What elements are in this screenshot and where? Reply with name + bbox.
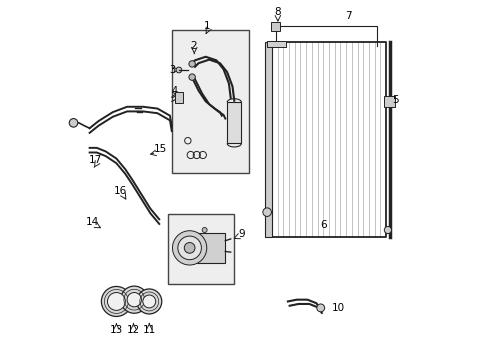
Circle shape — [172, 231, 207, 265]
Circle shape — [178, 236, 201, 260]
Bar — [227, 102, 242, 143]
Text: 11: 11 — [143, 325, 156, 335]
Circle shape — [384, 226, 392, 234]
Circle shape — [263, 208, 271, 216]
Circle shape — [317, 304, 325, 312]
Bar — [175, 93, 183, 103]
Text: 5: 5 — [392, 95, 398, 105]
Circle shape — [101, 287, 131, 316]
Text: 6: 6 — [320, 220, 327, 230]
Text: 14: 14 — [85, 217, 98, 227]
FancyBboxPatch shape — [172, 30, 248, 173]
Bar — [267, 41, 287, 47]
Circle shape — [202, 228, 207, 233]
Text: 3: 3 — [170, 65, 175, 75]
Circle shape — [143, 295, 156, 308]
Circle shape — [137, 289, 162, 314]
Circle shape — [189, 74, 196, 80]
Text: 8: 8 — [274, 7, 281, 17]
Bar — [271, 22, 280, 31]
Circle shape — [189, 61, 196, 67]
Text: 10: 10 — [332, 303, 345, 313]
Circle shape — [107, 293, 125, 310]
Bar — [266, 42, 272, 237]
Text: 7: 7 — [345, 12, 352, 21]
Text: 9: 9 — [239, 229, 245, 239]
Text: 2: 2 — [190, 41, 196, 51]
Circle shape — [121, 286, 148, 313]
Circle shape — [69, 118, 78, 127]
Bar — [197, 233, 225, 263]
Text: 13: 13 — [110, 325, 123, 335]
Circle shape — [127, 293, 142, 307]
Bar — [384, 96, 395, 107]
Text: 15: 15 — [154, 144, 167, 154]
FancyBboxPatch shape — [168, 214, 234, 284]
Text: 16: 16 — [114, 186, 127, 196]
Circle shape — [184, 243, 195, 253]
Circle shape — [176, 67, 182, 73]
Text: 17: 17 — [89, 156, 102, 165]
Text: 4: 4 — [172, 86, 178, 96]
Text: 12: 12 — [127, 325, 140, 335]
Text: 1: 1 — [204, 21, 211, 31]
